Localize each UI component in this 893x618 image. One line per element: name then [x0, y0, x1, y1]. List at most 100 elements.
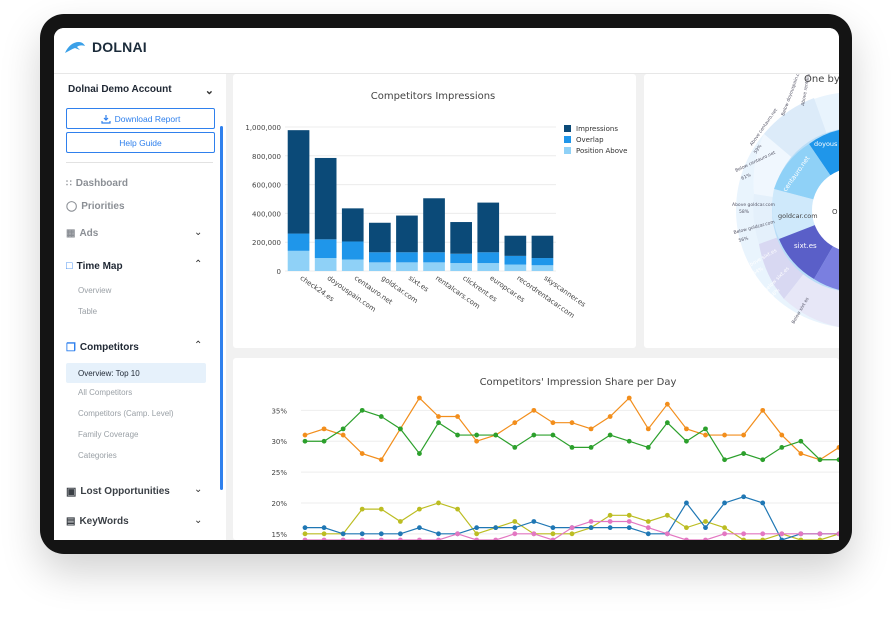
data-point[interactable] [760, 407, 766, 413]
data-point[interactable] [512, 444, 518, 450]
bar-segment[interactable] [369, 262, 391, 271]
bar-segment[interactable] [423, 198, 445, 253]
data-point[interactable] [626, 512, 632, 518]
download-report-button[interactable]: Download Report [66, 108, 215, 129]
data-point[interactable] [474, 537, 480, 540]
chevron-down-icon[interactable]: ⌄ [194, 484, 203, 495]
data-point[interactable] [531, 519, 537, 524]
sidebar-item-competitors[interactable]: ❐ Competitors [66, 341, 139, 354]
bar-segment[interactable] [423, 252, 445, 263]
data-point[interactable] [550, 420, 556, 426]
data-point[interactable] [474, 438, 480, 444]
data-point[interactable] [722, 531, 727, 537]
sidebar-subitem-categories[interactable]: Categories [78, 451, 117, 460]
data-point[interactable] [798, 531, 804, 537]
data-point[interactable] [779, 432, 785, 438]
data-point[interactable] [531, 531, 537, 537]
bar-segment[interactable] [369, 222, 391, 253]
data-point[interactable] [436, 537, 441, 540]
data-point[interactable] [684, 537, 689, 540]
data-point[interactable] [664, 420, 670, 426]
data-point[interactable] [664, 401, 670, 407]
data-point[interactable] [417, 506, 422, 512]
data-point[interactable] [817, 531, 823, 537]
data-point[interactable] [664, 512, 670, 518]
bar-segment[interactable] [531, 258, 554, 266]
bar-segment[interactable] [477, 263, 500, 271]
data-point[interactable] [645, 531, 651, 537]
bar-segment[interactable] [504, 255, 527, 265]
data-point[interactable] [626, 395, 632, 401]
data-point[interactable] [321, 426, 327, 432]
data-point[interactable] [302, 525, 308, 531]
bar-segment[interactable] [287, 250, 310, 271]
data-point[interactable] [302, 537, 308, 540]
data-point[interactable] [836, 444, 839, 450]
data-point[interactable] [321, 525, 327, 531]
sidebar-item-time-map[interactable]: □ Time Map [66, 260, 123, 272]
data-point[interactable] [397, 426, 403, 432]
data-point[interactable] [588, 444, 594, 450]
account-selector[interactable]: Dolnai Demo Account ⌄ [68, 84, 218, 97]
data-point[interactable] [550, 525, 556, 531]
data-point[interactable] [798, 438, 804, 444]
data-point[interactable] [779, 537, 785, 540]
data-point[interactable] [436, 500, 441, 506]
data-point[interactable] [359, 407, 365, 413]
data-point[interactable] [626, 519, 632, 524]
data-point[interactable] [798, 451, 804, 456]
data-point[interactable] [626, 525, 632, 531]
bar-segment[interactable] [369, 252, 391, 263]
bar-segment[interactable] [396, 262, 418, 271]
data-point[interactable] [340, 537, 346, 540]
data-point[interactable] [779, 531, 785, 537]
bar-segment[interactable] [477, 252, 500, 264]
sidebar-subitem-overview-top10[interactable]: Overview: Top 10 [66, 363, 206, 383]
data-point[interactable] [340, 531, 346, 537]
data-point[interactable] [588, 519, 594, 524]
data-point[interactable] [569, 525, 575, 531]
data-point[interactable] [474, 531, 480, 537]
data-point[interactable] [817, 457, 823, 463]
chevron-up-icon[interactable]: ⌃ [194, 340, 203, 351]
bar-segment[interactable] [477, 202, 500, 253]
bar-segment[interactable] [450, 263, 472, 271]
data-point[interactable] [607, 432, 613, 438]
data-point[interactable] [741, 537, 747, 540]
data-point[interactable] [359, 506, 365, 512]
data-point[interactable] [550, 432, 556, 438]
data-point[interactable] [378, 414, 384, 419]
bar-segment[interactable] [396, 252, 418, 263]
bar-segment[interactable] [287, 130, 310, 234]
data-point[interactable] [779, 444, 785, 450]
data-point[interactable] [645, 444, 651, 450]
bar-segment[interactable] [341, 259, 364, 271]
data-point[interactable] [607, 519, 613, 524]
data-point[interactable] [378, 531, 384, 537]
data-point[interactable] [703, 432, 708, 438]
data-point[interactable] [607, 525, 613, 531]
data-point[interactable] [569, 531, 575, 537]
data-point[interactable] [455, 506, 460, 512]
chevron-down-icon[interactable]: ⌄ [194, 227, 203, 238]
data-point[interactable] [359, 537, 365, 540]
bar-segment[interactable] [287, 233, 310, 251]
data-point[interactable] [302, 432, 308, 438]
data-point[interactable] [436, 420, 441, 426]
bar-segment[interactable] [396, 215, 418, 253]
data-point[interactable] [397, 531, 403, 537]
data-point[interactable] [378, 506, 384, 512]
data-point[interactable] [417, 525, 422, 531]
chevron-down-icon[interactable]: ⌄ [194, 515, 203, 526]
bar-segment[interactable] [450, 253, 472, 264]
data-point[interactable] [417, 451, 422, 456]
data-point[interactable] [512, 531, 518, 537]
data-point[interactable] [836, 531, 839, 537]
sidebar-scrollbar[interactable] [220, 126, 223, 490]
data-point[interactable] [722, 457, 727, 463]
data-point[interactable] [664, 531, 670, 537]
brand-logo[interactable]: DOLNAI [64, 39, 147, 55]
data-point[interactable] [531, 432, 537, 438]
bar-segment[interactable] [423, 262, 445, 271]
sidebar-item-lost-opportunities[interactable]: ▣ Lost Opportunities [66, 485, 170, 498]
